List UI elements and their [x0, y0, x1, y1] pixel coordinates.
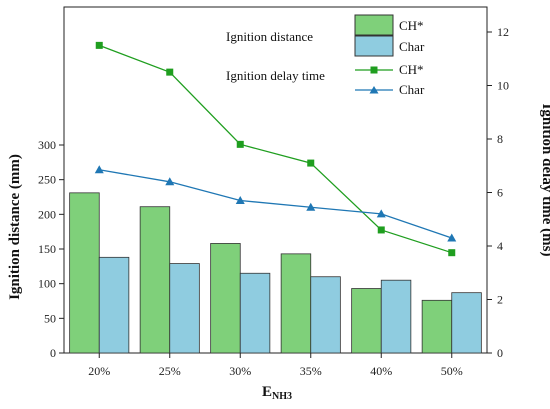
marker-char	[235, 196, 245, 205]
bar-ch	[421, 299, 453, 354]
x-tick-label: 40%	[370, 364, 392, 378]
marker-char	[165, 177, 175, 186]
left-axis-title: Ignition distance (mm)	[7, 154, 23, 300]
right-tick-label: 4	[497, 239, 503, 253]
bar-ch	[69, 192, 100, 354]
right-tick-label: 2	[497, 293, 503, 307]
bar-ch	[139, 206, 171, 354]
legend-bar-label-ch: CH*	[399, 18, 424, 33]
lines-layer	[94, 41, 457, 257]
marker-ch	[95, 41, 103, 49]
legend-line-label-ch: CH*	[399, 62, 424, 77]
legend-marker-ch	[370, 66, 378, 74]
x-axis: 20% 25% 30% 35% 40% 50%	[88, 353, 463, 378]
bar-char	[451, 292, 482, 354]
x-tick-label: 25%	[159, 364, 181, 378]
line-char	[99, 169, 452, 239]
right-tick-label: 12	[497, 25, 509, 39]
marker-ch	[166, 68, 174, 76]
legend-bar-swatch-char	[354, 35, 394, 57]
x-tick-label: 35%	[300, 364, 322, 378]
marker-ch	[448, 249, 456, 257]
x-axis-title-main: E	[262, 384, 272, 400]
left-tick-label: 0	[50, 346, 56, 360]
left-tick-label: 150	[38, 242, 56, 256]
bar-ch	[280, 253, 312, 354]
legend: Ignition distance Ignition delay time CH…	[226, 14, 425, 97]
right-tick-label: 0	[497, 346, 503, 360]
left-tick-label: 100	[38, 277, 56, 291]
left-axis: 0 50 100 150 200 250 300	[38, 138, 64, 360]
bar-char	[310, 276, 341, 354]
x-axis-title-sub: NH3	[272, 391, 292, 402]
legend-bar-label-char: Char	[399, 39, 425, 54]
bar-char	[169, 263, 200, 354]
right-axis: 0 2 4 6 8 10 12	[487, 25, 509, 360]
x-axis-title: ENH3	[262, 384, 292, 402]
legend-bar-swatch-ch	[354, 14, 394, 36]
left-tick-label: 250	[38, 173, 56, 187]
right-axis-title: Ignition delay time (ms)	[539, 104, 550, 257]
bar-char	[98, 256, 130, 354]
marker-char	[447, 233, 457, 242]
legend-bar-group-title: Ignition distance	[226, 29, 313, 44]
marker-char	[306, 202, 316, 211]
left-tick-label: 200	[38, 207, 56, 221]
right-tick-label: 10	[497, 79, 509, 93]
left-tick-label: 300	[38, 138, 56, 152]
left-tick-label: 50	[44, 311, 56, 325]
bar-char	[380, 279, 412, 354]
legend-marker-char	[369, 86, 379, 94]
bar-ch	[210, 243, 241, 354]
line-ch	[99, 44, 452, 254]
marker-char	[94, 165, 104, 174]
x-tick-label: 30%	[229, 364, 251, 378]
bars-layer	[69, 192, 482, 354]
legend-line-label-char: Char	[399, 82, 425, 97]
x-tick-label: 50%	[441, 364, 463, 378]
marker-ch	[377, 226, 385, 234]
bar-ch	[351, 288, 382, 354]
marker-char	[376, 209, 386, 218]
right-tick-label: 8	[497, 132, 503, 146]
legend-line-group-title: Ignition delay time	[226, 68, 325, 83]
bar-char	[239, 272, 271, 354]
right-tick-label: 6	[497, 186, 503, 200]
marker-ch	[236, 140, 244, 148]
marker-ch	[307, 159, 315, 167]
x-tick-label: 20%	[88, 364, 110, 378]
